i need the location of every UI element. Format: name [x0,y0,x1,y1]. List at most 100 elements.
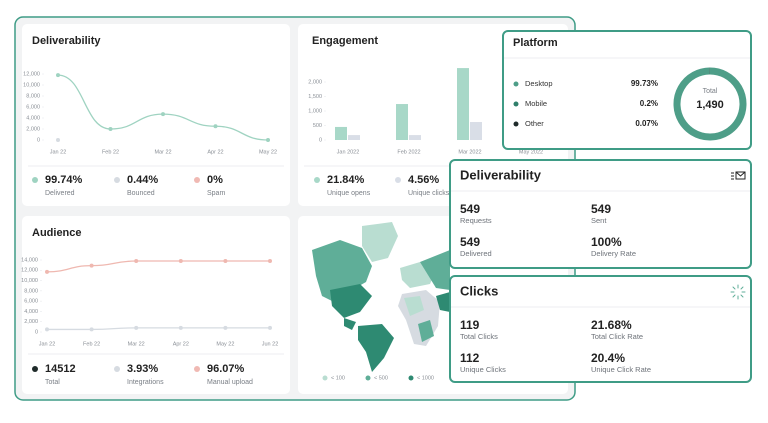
point [214,124,218,128]
point [161,112,165,116]
y-tick-label: 4,000 [26,115,40,121]
summary-value: 112 [460,351,480,365]
summary-label: Delivery Rate [591,249,636,258]
point [134,326,138,330]
y-tick-label: 2,000 [24,319,38,325]
x-tick-label: Jan 22 [39,341,56,347]
y-tick-label: 14,000 [21,257,38,263]
x-tick-label: Apr 22 [207,149,223,155]
legend-dot [323,376,328,381]
legend-dot [114,177,120,183]
x-tick-label: Apr 22 [173,341,189,347]
card-title: Platform [513,37,558,49]
x-tick-label: Mar 2022 [458,149,481,155]
x-tick-label: Feb 2022 [397,149,420,155]
summary-label: Unique Click Rate [591,365,651,374]
x-tick-label: May 22 [216,341,234,347]
x-tick-label: Jun 22 [262,341,279,347]
y-tick-label: 10,000 [21,278,38,284]
point [268,259,272,263]
summary-value: 549 [460,202,480,216]
summary-label: Sent [591,216,607,225]
stat-label: Manual upload [207,379,253,386]
stat-label: Unique clicks [408,190,450,197]
row-value: 99.73% [631,79,658,88]
y-tick-label: 1,500 [308,94,322,100]
x-tick-label: May 2022 [519,149,543,155]
y-tick-label: 10,000 [23,82,40,88]
stat-label: Delivered [45,190,75,197]
legend-label: < 1000 [417,375,434,381]
summary-label: Delivered [460,249,492,258]
legend-dot [32,177,38,183]
summary-label: Unique Clicks [460,365,506,374]
legend-dot [514,122,519,127]
legend-dot [395,177,401,183]
summary-label: Requests [460,216,492,225]
donut-total-label: Total [703,88,718,95]
x-tick-label: Mar 22 [154,149,171,155]
legend-dot [32,366,38,372]
legend-dot [514,102,519,107]
card-title: Deliverability [460,167,542,182]
point [45,270,49,274]
x-tick-label: Feb 22 [83,341,100,347]
row-value: 0.07% [635,119,658,128]
bar [348,135,360,140]
legend-label: < 100 [331,375,345,381]
bar [409,135,421,140]
bar [457,68,469,140]
legend-dot [314,177,320,183]
legend-dot [194,177,200,183]
stat-value: 99.74% [45,174,83,186]
summary-value: 21.68% [591,318,632,332]
bar [396,104,408,140]
legend-dot [409,376,414,381]
x-tick-label: Feb 22 [102,149,119,155]
stat-value: 96.07% [207,363,245,375]
stat-label: Bounced [127,190,155,197]
stat-value: 3.93% [127,363,158,375]
stat-value: 14512 [45,363,76,375]
legend-dot [194,366,200,372]
summary-label: Total Clicks [460,332,498,341]
y-tick-label: 0 [35,329,38,335]
bar [470,122,482,140]
bar [335,127,347,140]
point [134,259,138,263]
y-tick-label: 12,000 [23,71,40,77]
point [56,73,60,77]
card-title: Deliverability [32,35,101,47]
stat-label: Total [45,379,60,386]
point [179,259,183,263]
card-title: Clicks [460,283,498,298]
card-title: Engagement [312,35,378,47]
row-label: Mobile [525,99,547,108]
x-tick-label: May 22 [259,149,277,155]
summary-value: 549 [460,235,480,249]
point [109,127,113,131]
stat-label: Integrations [127,379,164,386]
legend-dot [514,82,519,87]
row-label: Desktop [525,79,553,88]
x-tick-label: Jan 22 [50,149,67,155]
stat-value: 4.56% [408,174,439,186]
y-tick-label: 6,000 [24,299,38,305]
point [223,259,227,263]
point [45,327,49,331]
summary-value: 100% [591,235,622,249]
legend-dot [366,376,371,381]
y-tick-label: 0 [37,137,40,143]
y-tick-label: 1,000 [308,108,322,114]
y-tick-label: 6,000 [26,104,40,110]
point [90,327,94,331]
point [266,138,270,142]
point [56,138,60,142]
point [179,326,183,330]
y-tick-label: 2,000 [26,126,40,132]
summary-value: 20.4% [591,351,625,365]
y-tick-label: 12,000 [21,268,38,274]
summary-label: Total Click Rate [591,332,643,341]
card-title: Audience [32,227,82,239]
